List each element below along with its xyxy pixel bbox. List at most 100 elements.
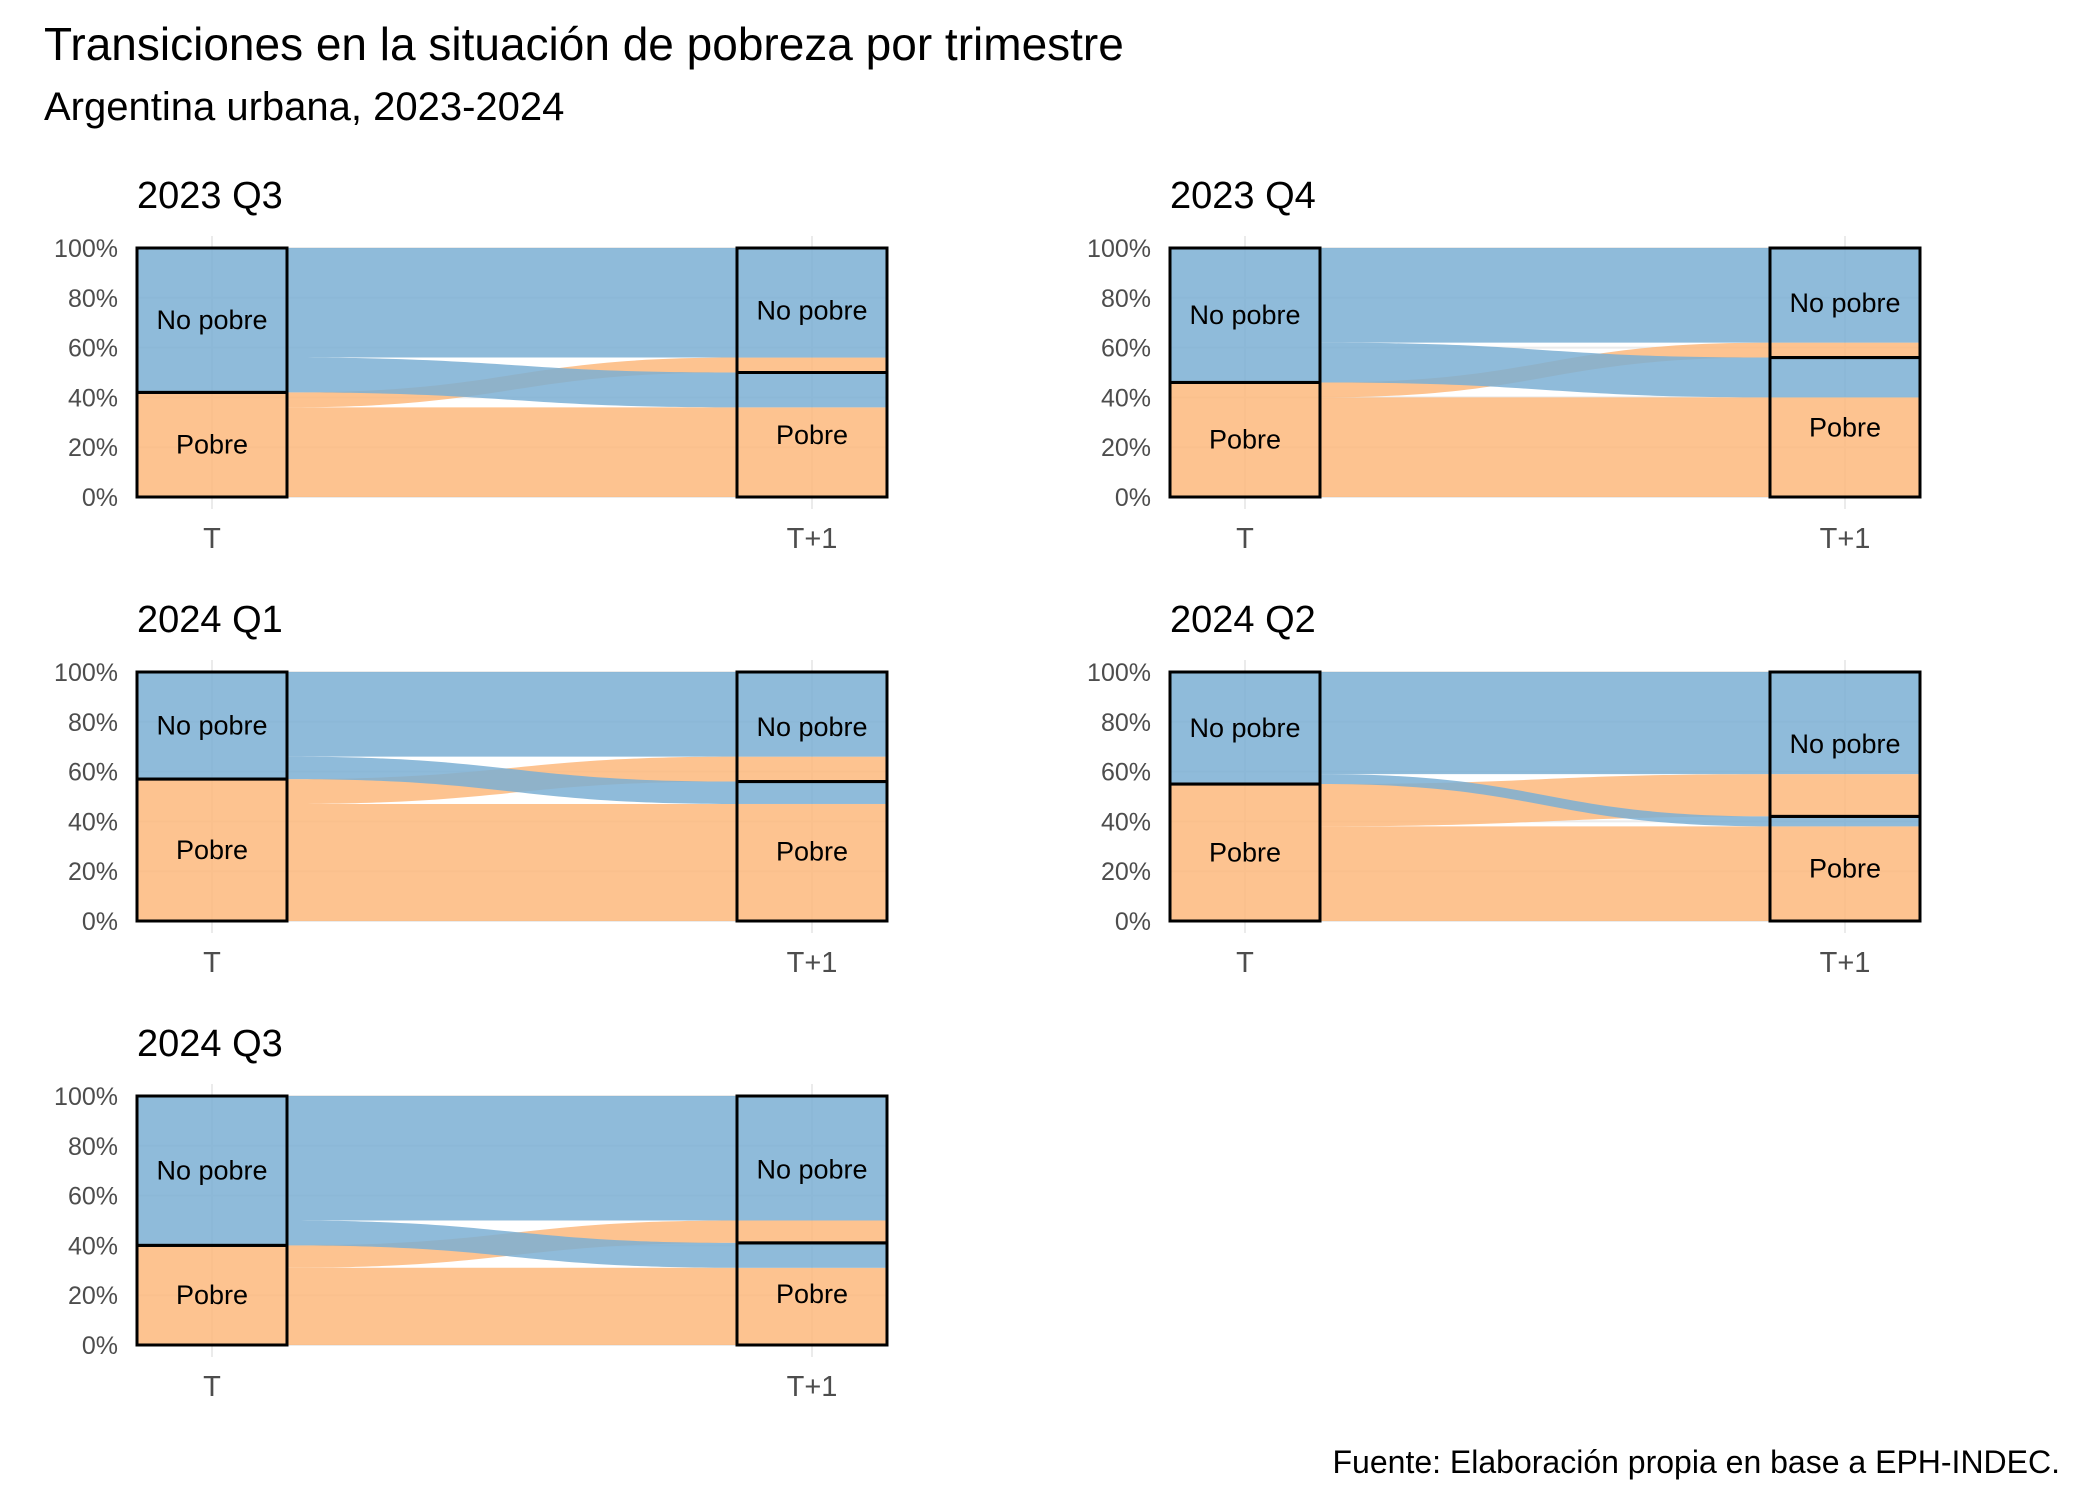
stratum-label-pobre: Pobre [1809, 412, 1881, 442]
stratum-segment [1770, 816, 1920, 827]
flow-pobre-to-pobre [287, 803, 737, 921]
y-tick-label: 0% [82, 484, 118, 512]
stratum-box-no-pobre [1168, 246, 1322, 384]
stratum-label-pobre: Pobre [776, 1279, 848, 1309]
stratum-no-pobre [137, 672, 287, 780]
stratum-label-pobre: Pobre [176, 835, 248, 865]
x-tick-label: T+1 [787, 947, 838, 979]
y-tick-label: 0% [1115, 484, 1151, 512]
stratum-pobre [1170, 784, 1320, 921]
stratum-label-no-pobre: No pobre [1789, 288, 1900, 318]
stratum-no-pobre [1170, 248, 1320, 383]
stratum-segment [1770, 357, 1920, 398]
y-tick-label: 20% [1101, 434, 1151, 462]
y-tick-label: 40% [1101, 384, 1151, 412]
y-tick-label: 20% [68, 434, 118, 462]
y-tick-label: 0% [82, 908, 118, 936]
stratum-box-no-pobre [135, 1094, 289, 1247]
alluvial-panel: 2024 Q3 0% 20% 40% 60% 80% 100% Pobre No pobre Po… [54, 1023, 889, 1403]
stratum-segment [737, 803, 887, 921]
y-tick-label: 20% [68, 1282, 118, 1310]
x-tick-label: T [1236, 947, 1254, 979]
stratum-segment [737, 1242, 887, 1268]
y-tick-label: 100% [1087, 235, 1151, 263]
flow-pobre-to-pobre [1320, 397, 1770, 497]
stratum-box-no-pobre [1768, 246, 1922, 360]
y-tick-label: 100% [54, 235, 118, 263]
y-tick-label: 100% [1087, 659, 1151, 687]
x-tick-label: T+1 [787, 523, 838, 555]
stratum-segment [737, 1096, 887, 1221]
stratum-label-pobre: Pobre [1809, 854, 1881, 884]
stratum-segment [737, 756, 887, 782]
stratum-segment [1770, 774, 1920, 817]
alluvial-panel: 2024 Q2 0% 20% 40% 60% 80% 100% Pobre No pobre Po… [1087, 599, 1922, 979]
stratum-box-no-pobre [735, 1094, 889, 1245]
flow-no-pobre-to-pobre [287, 357, 737, 408]
stratum-label-no-pobre: No pobre [1789, 729, 1900, 759]
stratum-segment [1770, 397, 1920, 497]
stratum-no-pobre [137, 248, 287, 393]
y-tick-label: 0% [1115, 908, 1151, 936]
stratum-segment [737, 672, 887, 757]
stratum-label-pobre: Pobre [776, 836, 848, 866]
alluvial-panel: 2023 Q3 0% 20% 40% 60% 80% 100% Pobre No pobre Po… [54, 175, 889, 555]
stratum-box-no-pobre [1168, 670, 1322, 786]
stratum-box-no-pobre [1768, 670, 1922, 818]
stratum-label-pobre: Pobre [176, 1280, 248, 1310]
y-tick-label: 80% [68, 1133, 118, 1161]
stratum-pobre [137, 1245, 287, 1345]
stratum-label-no-pobre: No pobre [156, 305, 267, 335]
stratum-label-pobre: Pobre [1209, 838, 1281, 868]
y-tick-label: 20% [1101, 858, 1151, 886]
stratum-segment [737, 357, 887, 373]
panel-title: 2023 Q3 [137, 175, 283, 217]
y-tick-label: 80% [68, 285, 118, 313]
flow-no-pobre-to-no-pobre [1320, 672, 1770, 775]
y-tick-label: 40% [68, 384, 118, 412]
stratum-label-pobre: Pobre [176, 430, 248, 460]
stratum-box-no-pobre [135, 246, 289, 394]
flow-no-pobre-to-no-pobre [1320, 248, 1770, 343]
x-tick-label: T [203, 1371, 221, 1403]
y-tick-label: 60% [1101, 759, 1151, 787]
chart-title: Transiciones en la situación de pobreza … [44, 18, 1124, 70]
stratum-label-no-pobre: No pobre [1189, 300, 1300, 330]
panel-title: 2024 Q3 [137, 1023, 283, 1065]
x-tick-label: T [1236, 523, 1254, 555]
flow-no-pobre-to-pobre [287, 756, 737, 804]
stratum-segment [1770, 672, 1920, 775]
stratum-label-no-pobre: No pobre [756, 1154, 867, 1184]
y-tick-label: 40% [68, 1232, 118, 1260]
stratum-label-no-pobre: No pobre [156, 711, 267, 741]
stratum-label-pobre: Pobre [1209, 425, 1281, 455]
stratum-label-no-pobre: No pobre [1189, 713, 1300, 743]
stratum-box-no-pobre [135, 670, 289, 781]
chart-subtitle: Argentina urbana, 2023-2024 [44, 85, 565, 129]
stratum-label-pobre: Pobre [776, 420, 848, 450]
y-tick-label: 80% [68, 709, 118, 737]
x-tick-label: T [203, 523, 221, 555]
stratum-segment [737, 372, 887, 408]
stratum-pobre [137, 392, 287, 497]
stratum-segment [737, 781, 887, 804]
stratum-pobre [137, 779, 287, 921]
stratum-segment [737, 1220, 887, 1243]
stratum-segment [1770, 248, 1920, 343]
flow-no-pobre-to-pobre [287, 1220, 737, 1268]
flow-no-pobre-to-no-pobre [287, 1096, 737, 1221]
x-tick-label: T [203, 947, 221, 979]
stratum-box-no-pobre [735, 670, 889, 784]
y-tick-label: 40% [1101, 808, 1151, 836]
stratum-no-pobre [1170, 672, 1320, 785]
panel-title: 2023 Q4 [1170, 175, 1316, 217]
x-tick-label: T+1 [787, 1371, 838, 1403]
x-tick-label: T+1 [1820, 947, 1871, 979]
y-tick-label: 60% [68, 1183, 118, 1211]
alluvial-panel: 2024 Q1 0% 20% 40% 60% 80% 100% Pobre No pobre Po… [54, 599, 889, 979]
flow-pobre-to-pobre [287, 407, 737, 497]
y-tick-label: 60% [68, 335, 118, 363]
stratum-label-no-pobre: No pobre [756, 295, 867, 325]
y-tick-label: 80% [1101, 709, 1151, 737]
stratum-segment [737, 248, 887, 358]
